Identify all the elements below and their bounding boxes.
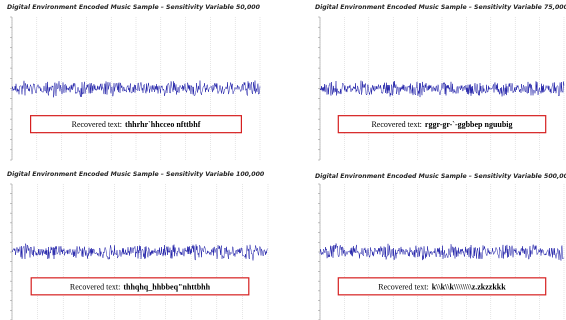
- recovered-label: Recovered text:: [371, 120, 421, 129]
- recovered-value: rggr-gr-`-ggbbep nguubig: [425, 120, 513, 129]
- recovered-value: thhqhq_hhbbeq"nhttbhh: [123, 282, 210, 291]
- waveform: [11, 80, 261, 98]
- recovered-text: Recovered text: thhrhr`hhcceo nfttbhf: [72, 120, 201, 129]
- panel-title: Digital Environment Encoded Music Sample…: [315, 172, 566, 180]
- recovered-box: [30, 277, 250, 296]
- recovered-label: Recovered text:: [72, 120, 122, 129]
- recovered-text: Recovered text: thhqhq_hhbbeq"nhttbhh: [70, 282, 211, 291]
- waveform-plot: Recovered text: thhrhr`hhcceo nfttbhf: [10, 16, 261, 161]
- recovered-value: k\\k\\k\\\\\\\\z.zkzzkkk: [432, 282, 507, 291]
- waveform-plot: Recovered text: thhqhq_hhbbeq"nhttbhh: [10, 183, 269, 320]
- recovered-label: Recovered text:: [378, 282, 428, 291]
- recovered-text: Recovered text: rggr-gr-`-ggbbep nguubig: [371, 120, 512, 129]
- waveform: [319, 243, 565, 261]
- recovered-box: [337, 277, 547, 296]
- recovered-label: Recovered text:: [70, 282, 120, 291]
- panel-title: Digital Environment Encoded Music Sample…: [7, 170, 265, 178]
- waveform-plot: Recovered text: k\\k\\k\\\\\\\\z.zkzzkkk: [318, 183, 565, 320]
- waveform-plot: Recovered text: rggr-gr-`-ggbbep nguubig: [318, 16, 565, 161]
- waveform: [11, 243, 269, 261]
- recovered-box: [337, 115, 547, 134]
- recovered-value: thhrhr`hhcceo nfttbhf: [125, 120, 201, 129]
- waveform: [319, 80, 565, 98]
- recovered-box: [30, 115, 243, 134]
- recovered-text: Recovered text: k\\k\\k\\\\\\\\z.zkzzkkk: [378, 282, 506, 291]
- panel-title: Digital Environment Encoded Music Sample…: [7, 3, 261, 11]
- panel-title: Digital Environment Encoded Music Sample…: [315, 3, 566, 11]
